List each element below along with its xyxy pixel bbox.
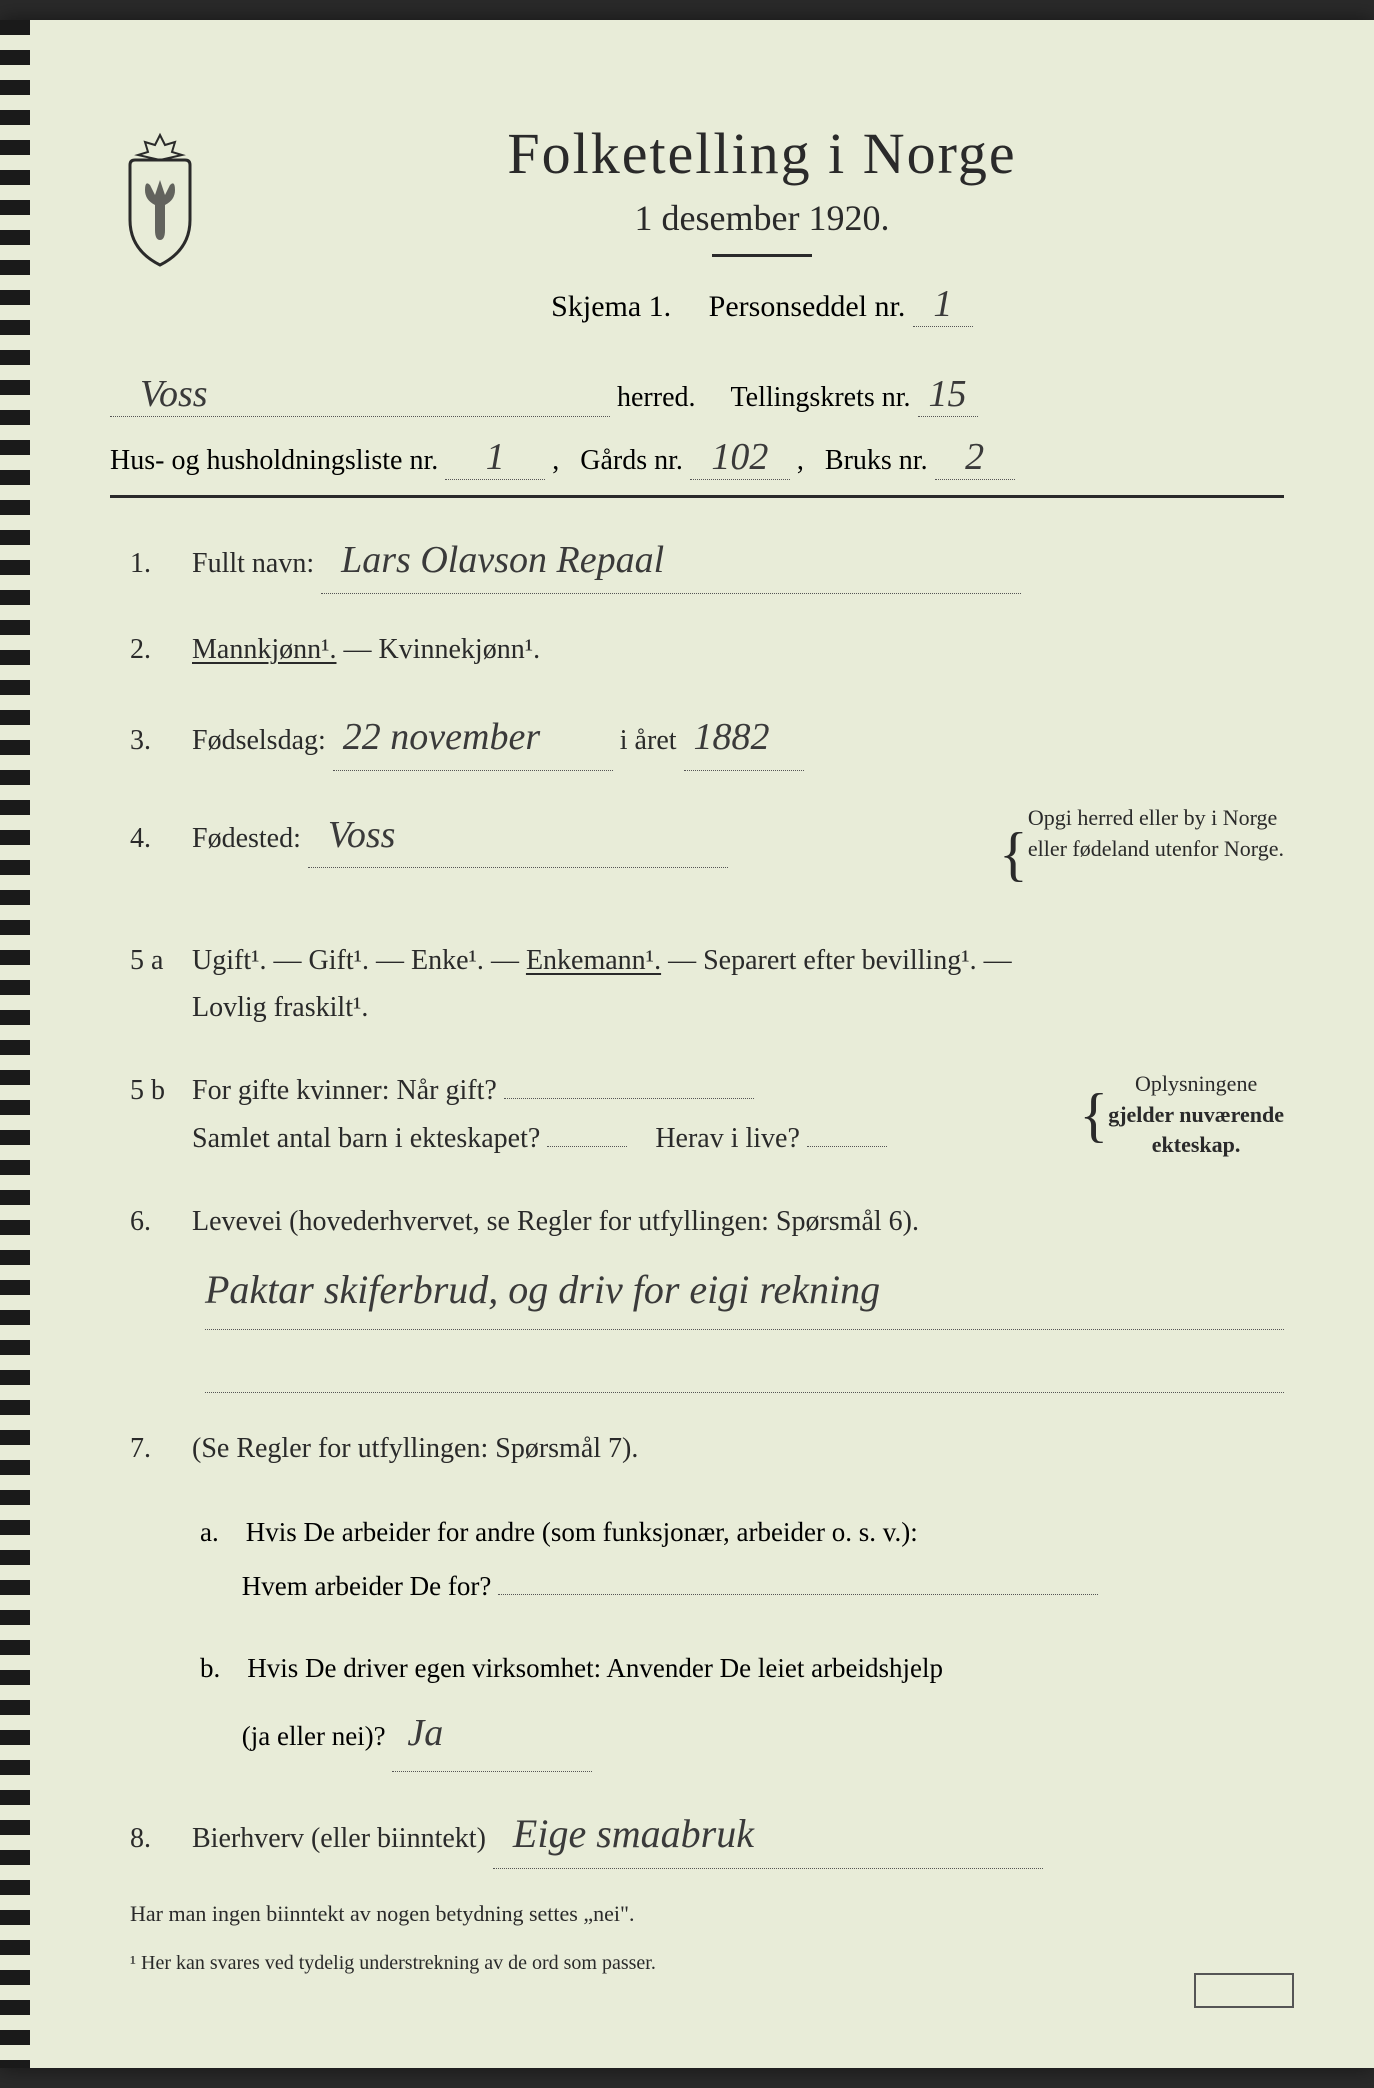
tellingskrets-nr: 15 — [918, 372, 978, 417]
question-4: 4. Fødested: Voss { Opgi herred eller by… — [110, 803, 1284, 905]
q4-label: Fødested: — [192, 823, 301, 854]
q4-note-line1: Opgi herred eller by i Norge — [1028, 803, 1284, 834]
brace-icon-5b: { — [1079, 1064, 1108, 1166]
q5b-line1: For gifte kvinner: Når gift? — [192, 1075, 497, 1106]
q5b-note-line3: ekteskap. — [1108, 1130, 1284, 1161]
q6-value: Paktar skiferbrud, og driv for eigi rekn… — [205, 1251, 1284, 1330]
q2-mann: Mannkjønn¹. — [192, 634, 337, 665]
gards-nr: 102 — [690, 435, 790, 480]
q3-day: 22 november — [333, 705, 613, 771]
q7b-value: Ja — [392, 1695, 592, 1772]
q8-value: Eige smaabruk — [493, 1800, 1043, 1869]
question-2: 2. Mannkjønn¹. — Kvinnekjønn¹. — [110, 626, 1284, 674]
q5b-barn-field — [547, 1146, 627, 1147]
title-block: Folketelling i Norge 1 desember 1920. Sk… — [240, 120, 1284, 352]
q8-label: Bierhverv (eller biinntekt) — [192, 1823, 486, 1854]
q5b-note-line2: gjelder nuværende — [1108, 1100, 1284, 1131]
q7a-line2: Hvem arbeider De for? — [242, 1571, 492, 1601]
schema-line: Skjema 1. Personseddel nr. 1 — [240, 282, 1284, 327]
gards-label: Gårds nr. — [580, 445, 683, 476]
q7b-line1: Hvis De driver egen virksomhet: Anvender… — [247, 1653, 943, 1683]
q7a-label: a. — [200, 1517, 219, 1547]
q5a-separert: Separert efter bevilling¹. — [703, 945, 977, 976]
q5b-num: 5 b — [130, 1067, 185, 1115]
coat-of-arms-icon — [110, 130, 210, 270]
footer-note-2: ¹ Her kan svares ved tydelig understrekn… — [110, 1952, 1284, 1975]
q3-num: 3. — [130, 717, 185, 765]
q7b-label: b. — [200, 1653, 220, 1683]
personseddel-label: Personseddel nr. — [709, 290, 906, 323]
q4-note-line2: eller fødeland utenfor Norge. — [1028, 834, 1284, 865]
herred-label: herred. — [617, 382, 696, 413]
schema-label: Skjema 1. — [551, 290, 671, 323]
q5b-gift-field — [504, 1098, 754, 1099]
divider-rule — [110, 495, 1284, 498]
q4-value: Voss — [308, 803, 728, 869]
archive-stamp — [1194, 1973, 1294, 2008]
question-6: 6. Levevei (hovederhvervet, se Regler fo… — [110, 1198, 1284, 1393]
q2-kvinne: Kvinnekjønn¹. — [379, 634, 541, 665]
q2-num: 2. — [130, 626, 185, 674]
hus-label: Hus- og husholdningsliste nr. — [110, 445, 438, 476]
norway-coat-of-arms-svg — [110, 130, 210, 270]
q5a-gift: Gift¹. — [309, 945, 370, 976]
hus-nr: 1 — [445, 435, 545, 480]
q5b-line2b: Herav i live? — [655, 1123, 800, 1154]
question-7b: b. Hvis De driver egen virksomhet: Anven… — [110, 1641, 1284, 1772]
main-title: Folketelling i Norge — [240, 120, 1284, 187]
personseddel-nr: 1 — [913, 282, 973, 327]
q1-value: Lars Olavson Repaal — [321, 528, 1021, 594]
q5a-enkemann: Enkemann¹. — [526, 945, 661, 976]
q5a-enke: Enke¹. — [411, 945, 484, 976]
q4-note: Opgi herred eller by i Norge eller fødel… — [1028, 803, 1284, 865]
q8-num: 8. — [130, 1815, 185, 1863]
q5b-line2: Samlet antal barn i ekteskapet? — [192, 1123, 540, 1154]
bruks-label: Bruks nr. — [825, 445, 928, 476]
q5b-note: Oplysningene gjelder nuværende ekteskap. — [1108, 1069, 1284, 1161]
question-8: 8. Bierhverv (eller biinntekt) Eige smaa… — [110, 1800, 1284, 1869]
q6-blank-line — [205, 1335, 1284, 1394]
header: Folketelling i Norge 1 desember 1920. Sk… — [110, 120, 1284, 352]
q5b-note-line1: Oplysningene — [1108, 1069, 1284, 1100]
q7b-line2: (ja eller nei)? — [242, 1721, 386, 1751]
q7a-line1: Hvis De arbeider for andre (som funksjon… — [246, 1517, 918, 1547]
q2-dash: — — [344, 634, 379, 665]
q7a-field — [498, 1594, 1098, 1595]
bruks-nr: 2 — [935, 435, 1015, 480]
q5a-num: 5 a — [130, 937, 185, 985]
tellingskrets-label: Tellingskrets nr. — [731, 382, 911, 413]
census-form-page: Folketelling i Norge 1 desember 1920. Sk… — [0, 20, 1374, 2068]
question-3: 3. Fødselsdag: 22 november i året 1882 — [110, 705, 1284, 771]
brace-icon: { — [999, 803, 1028, 905]
footer-note-1: Har man ingen biinntekt av nogen betydni… — [110, 1901, 1284, 1927]
q3-year: 1882 — [684, 705, 804, 771]
q3-label: Fødselsdag: — [192, 725, 326, 756]
q6-label: Levevei (hovederhvervet, se Regler for u… — [192, 1206, 919, 1237]
q5a-lovlig: Lovlig fraskilt¹. — [192, 992, 368, 1023]
question-5b: 5 b For gifte kvinner: Når gift? Samlet … — [110, 1064, 1284, 1166]
q5b-live-field — [807, 1146, 887, 1147]
sub-title: 1 desember 1920. — [240, 197, 1284, 239]
q7-label: (Se Regler for utfyllingen: Spørsmål 7). — [192, 1433, 638, 1464]
binding-edge — [0, 20, 30, 2068]
q3-year-label: i året — [620, 725, 677, 756]
question-7: 7. (Se Regler for utfyllingen: Spørsmål … — [110, 1425, 1284, 1473]
q7-num: 7. — [130, 1425, 185, 1473]
title-rule — [712, 254, 812, 257]
question-7a: a. Hvis De arbeider for andre (som funks… — [110, 1505, 1284, 1613]
hus-line: Hus- og husholdningsliste nr. 1 , Gårds … — [110, 435, 1284, 480]
q6-num: 6. — [130, 1198, 185, 1246]
herred-line: Voss herred. Tellingskrets nr. 15 — [110, 372, 1284, 417]
question-1: 1. Fullt navn: Lars Olavson Repaal — [110, 528, 1284, 594]
q4-num: 4. — [130, 815, 185, 863]
q5a-ugift: Ugift¹. — [192, 945, 267, 976]
q1-label: Fullt navn: — [192, 548, 314, 579]
question-5a: 5 a Ugift¹. — Gift¹. — Enke¹. — Enkemann… — [110, 937, 1284, 1032]
q1-num: 1. — [130, 540, 185, 588]
herred-value: Voss — [110, 372, 610, 417]
